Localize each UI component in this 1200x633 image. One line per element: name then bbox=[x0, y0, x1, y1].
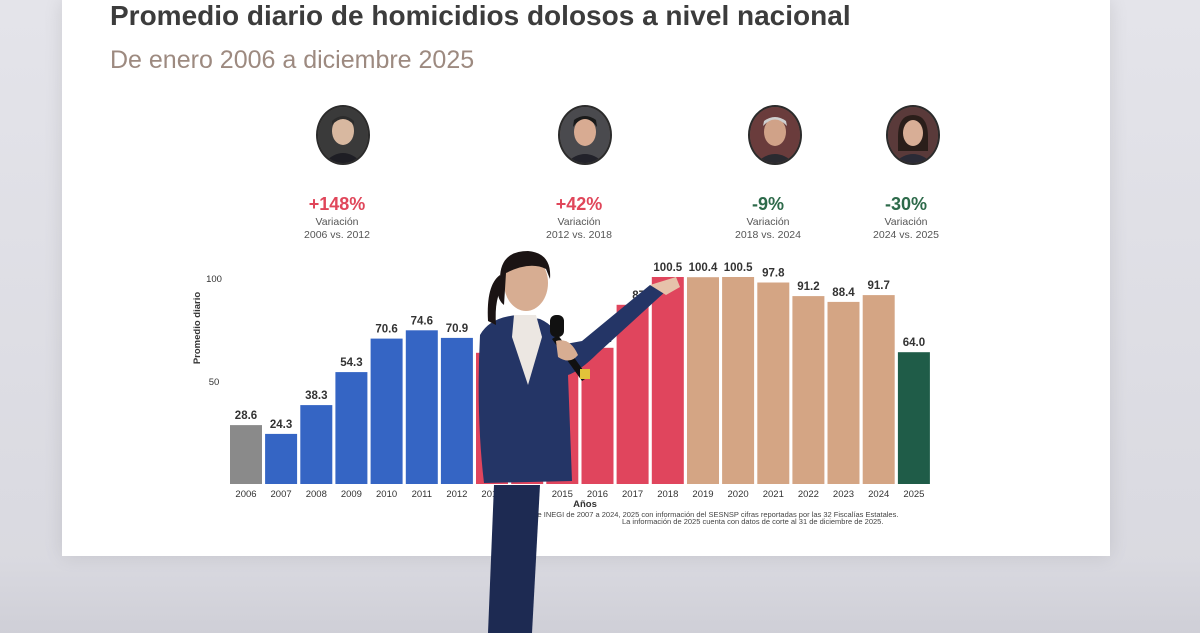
slide-title: Promedio diario de homicidios dolosos a … bbox=[110, 0, 851, 31]
bar-2021 bbox=[757, 282, 790, 484]
value-label-2012: 70.9 bbox=[446, 323, 468, 335]
bar-2018 bbox=[651, 277, 684, 484]
tick-label-2017: 2017 bbox=[622, 489, 643, 500]
variation-range-lopez-obrador: 2018 vs. 2024 bbox=[735, 229, 801, 241]
variation-range-calderon: 2006 vs. 2012 bbox=[304, 229, 370, 241]
bar-2023 bbox=[827, 301, 860, 484]
footnote-source: as vitales de INEGI de 2007 a 2024, 2025… bbox=[500, 510, 899, 519]
y-axis-title: Promedio diario bbox=[192, 292, 203, 365]
tick-label-2019: 2019 bbox=[692, 489, 713, 500]
presenter-person bbox=[478, 251, 680, 633]
tick-label-2008: 2008 bbox=[306, 489, 327, 500]
value-label-2006: 28.6 bbox=[235, 410, 257, 422]
bar-2017 bbox=[616, 304, 649, 484]
value-label-2007: 24.3 bbox=[270, 419, 292, 431]
tick-label-2016: 2016 bbox=[587, 489, 608, 500]
value-label-2011: 74.6 bbox=[411, 315, 433, 327]
value-label-2018: 100.5 bbox=[653, 262, 682, 274]
value-label-2021: 97.8 bbox=[762, 268, 785, 280]
tick-label-2012: 2012 bbox=[446, 489, 467, 500]
variation-pct-calderon: +148% bbox=[308, 194, 366, 214]
bar-2020 bbox=[722, 277, 755, 484]
tick-label-2023: 2023 bbox=[833, 489, 854, 500]
variation-range-sheinbaum: 2024 vs. 2025 bbox=[873, 229, 939, 241]
slide-subtitle: De enero 2006 a diciembre 2025 bbox=[110, 46, 475, 74]
tick-label-2024: 2024 bbox=[868, 489, 889, 500]
bar-2007 bbox=[265, 433, 298, 484]
tick-label-2007: 2007 bbox=[271, 489, 292, 500]
y-tick-50: 50 bbox=[209, 377, 220, 388]
tick-label-2006: 2006 bbox=[235, 489, 256, 500]
tick-label-2015: 2015 bbox=[552, 489, 573, 500]
tick-label-2020: 2020 bbox=[728, 489, 749, 500]
president-sheinbaum-photo-icon bbox=[886, 105, 940, 165]
bar-2024 bbox=[862, 295, 895, 484]
variation-pct-sheinbaum: -30% bbox=[884, 194, 928, 214]
variation-label-sheinbaum: Variación bbox=[884, 216, 928, 228]
value-label-2025: 64.0 bbox=[903, 337, 925, 349]
value-label-2008: 38.3 bbox=[305, 390, 327, 402]
value-label-2022: 91.2 bbox=[797, 281, 819, 293]
tick-label-2018: 2018 bbox=[657, 489, 678, 500]
variation-pct-lopez-obrador: -9% bbox=[751, 194, 784, 214]
bar-2011 bbox=[405, 330, 438, 484]
value-label-2019: 100.4 bbox=[689, 262, 718, 274]
stage-floor bbox=[0, 560, 1200, 633]
variation-pct-pena-nieto: +42% bbox=[555, 194, 603, 214]
bar-2019 bbox=[687, 277, 719, 484]
tick-label-2013: 2013 bbox=[481, 489, 502, 500]
value-label-2010: 70.6 bbox=[375, 324, 397, 336]
footnote-cutoff: La información de 2025 cuenta con datos … bbox=[622, 517, 884, 526]
bar-2010 bbox=[370, 338, 403, 484]
value-label-2020: 100.5 bbox=[724, 262, 753, 274]
variation-label-calderon: Variación bbox=[315, 216, 359, 228]
bar-2025 bbox=[897, 352, 930, 484]
tick-label-2010: 2010 bbox=[376, 489, 397, 500]
tick-label-2025: 2025 bbox=[903, 489, 924, 500]
tick-label-2021: 2021 bbox=[763, 489, 784, 500]
president-lopez-obrador-photo-icon bbox=[748, 105, 802, 165]
bar-2012 bbox=[440, 337, 473, 484]
y-tick-100: 100 bbox=[206, 274, 222, 285]
bar-2022 bbox=[792, 296, 825, 484]
variation-label-lopez-obrador: Variación bbox=[746, 216, 790, 228]
variation-label-pena-nieto: Variación bbox=[557, 216, 601, 228]
bar-2008 bbox=[300, 405, 333, 484]
value-label-2023: 88.4 bbox=[832, 287, 855, 299]
bar-2006 bbox=[230, 425, 262, 484]
tick-label-2022: 2022 bbox=[798, 489, 819, 500]
president-calderon-photo-icon bbox=[316, 105, 370, 165]
tick-label-2009: 2009 bbox=[341, 489, 362, 500]
x-axis-title: Años bbox=[573, 499, 597, 510]
variation-range-pena-nieto: 2012 vs. 2018 bbox=[546, 229, 612, 241]
bar-2009 bbox=[335, 372, 368, 484]
president-pena-nieto-photo-icon bbox=[558, 105, 612, 165]
value-label-2009: 54.3 bbox=[340, 357, 362, 369]
value-label-2024: 91.7 bbox=[868, 280, 890, 292]
tick-label-2011: 2011 bbox=[412, 489, 432, 500]
